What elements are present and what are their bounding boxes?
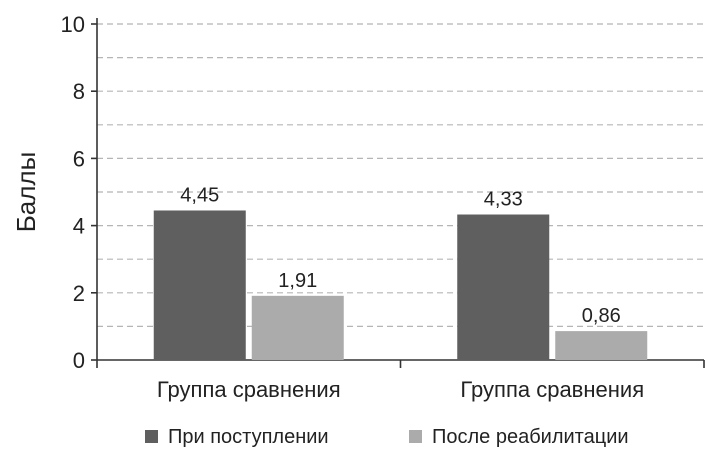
y-axis-title: Баллы <box>11 152 41 233</box>
y-tick-label: 8 <box>73 79 85 104</box>
data-label: 4,45 <box>180 184 219 206</box>
legend-swatch <box>409 430 422 443</box>
legend-swatch <box>145 430 158 443</box>
x-category-label: Группа сравнения <box>460 377 644 402</box>
data-label: 0,86 <box>582 305 621 327</box>
legend-label: При поступлении <box>168 426 329 448</box>
bar <box>153 210 246 360</box>
y-tick-label: 2 <box>73 281 85 306</box>
data-label: 1,91 <box>278 270 317 292</box>
bar <box>457 214 550 360</box>
bar <box>555 331 648 360</box>
x-category-label: Группа сравнения <box>157 377 341 402</box>
y-tick-label: 10 <box>61 12 85 37</box>
y-tick-label: 4 <box>73 214 85 239</box>
y-tick-label: 0 <box>73 348 85 373</box>
bar <box>251 295 344 360</box>
y-tick-label: 6 <box>73 146 85 171</box>
data-label: 4,33 <box>484 189 523 211</box>
legend-label: После реабилитации <box>432 426 629 448</box>
